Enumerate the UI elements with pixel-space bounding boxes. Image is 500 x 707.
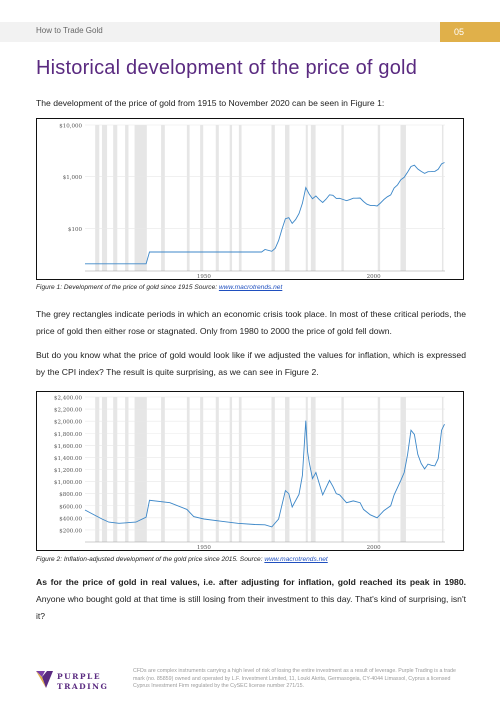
y-tick-label: $1,000.00 xyxy=(54,480,82,486)
recession-band xyxy=(161,125,165,271)
recession-band xyxy=(238,125,242,271)
x-tick-label: 2000 xyxy=(367,545,381,549)
intro-paragraph: The development of the price of gold fro… xyxy=(36,98,385,108)
purple-trading-logo: PURPLE TRADING xyxy=(36,668,126,694)
conclusion-rest: Anyone who bought gold at that time is s… xyxy=(36,594,466,621)
series-line xyxy=(85,162,445,265)
figure-2-caption-text: Figure 2: Inflation-adjusted development… xyxy=(36,556,265,563)
recession-band xyxy=(95,125,100,271)
y-tick-label: $1,000 xyxy=(63,175,83,181)
recession-band xyxy=(101,125,108,271)
recession-band xyxy=(215,125,219,271)
figure-1-caption-text: Figure 1: Development of the price of go… xyxy=(36,284,219,291)
page-number: 05 xyxy=(440,22,500,42)
recession-band xyxy=(285,125,290,271)
y-tick-label: $100 xyxy=(68,227,82,233)
section-title: How to Trade Gold xyxy=(36,26,103,35)
y-tick-label: $600.00 xyxy=(59,504,82,510)
recession-band xyxy=(341,125,344,271)
recession-band xyxy=(400,125,406,271)
recession-band xyxy=(441,125,444,271)
figure-2-caption: Figure 2: Inflation-adjusted development… xyxy=(36,556,328,563)
logo-line-2: TRADING xyxy=(57,682,108,691)
recession-band xyxy=(377,125,381,271)
x-tick-label: 2000 xyxy=(367,274,381,278)
gold-price-chart: $10,000 $1,000 $100 1950 2000 xyxy=(59,124,445,280)
figure-1-chart: $10,000 $1,000 $100 1950 2000 xyxy=(36,118,464,280)
paragraph-crisis: The grey rectangles indicate periods in … xyxy=(36,309,466,336)
y-tick-label: $2,000.00 xyxy=(54,420,82,426)
recession-band xyxy=(271,125,275,271)
y-tick-label: $200.00 xyxy=(59,528,82,534)
y-tick-label: $2,200.00 xyxy=(54,408,82,414)
figure-2-source-link[interactable]: www.macrotrends.net xyxy=(264,556,328,563)
page-title: Historical development of the price of g… xyxy=(36,57,418,79)
figure-1-caption: Figure 1: Development of the price of go… xyxy=(36,284,282,291)
paragraph-conclusion: As for the price of gold in real values,… xyxy=(36,574,466,625)
figure-2-chart: $2,400.00 $2,200.00 $2,000.00 $1,800.00 $1,6… xyxy=(36,391,464,551)
header-bar: How to Trade Gold 05 xyxy=(0,22,500,42)
recession-band xyxy=(134,125,147,271)
y-tick-label: $2,400.00 xyxy=(54,396,82,402)
y-tick-label: $800.00 xyxy=(59,492,82,498)
recession-band xyxy=(305,125,308,271)
y-tick-label: $1,800.00 xyxy=(54,432,82,438)
y-tick-label: $10,000 xyxy=(59,124,82,130)
logo-line-1: PURPLE xyxy=(57,672,101,681)
conclusion-bold: As for the price of gold in real values,… xyxy=(36,577,466,587)
y-tick-label: $1,400.00 xyxy=(54,456,82,462)
x-tick-label: 1950 xyxy=(197,274,211,278)
series-line xyxy=(84,420,445,528)
recession-band xyxy=(200,125,204,271)
recession-band xyxy=(113,125,118,271)
paragraph-inflation: But do you know what the price of gold w… xyxy=(36,350,466,377)
footer-disclaimer: CFDs are complex instruments carrying a … xyxy=(133,668,456,689)
recession-band xyxy=(186,125,190,271)
y-tick-label: $1,200.00 xyxy=(54,468,82,474)
recession-band xyxy=(125,125,129,271)
logo-mark-icon: PURPLE TRADING xyxy=(36,671,108,691)
figure-1-source-link[interactable]: www.macrotrends.net xyxy=(218,284,283,291)
recession-band xyxy=(229,125,233,271)
inflation-adjusted-gold-chart: $2,400.00 $2,200.00 $2,000.00 $1,800.00 $1,6… xyxy=(54,396,445,551)
x-tick-label: 1950 xyxy=(197,545,211,549)
y-tick-label: $1,600.00 xyxy=(54,444,82,450)
y-tick-label: $400.00 xyxy=(59,516,82,522)
